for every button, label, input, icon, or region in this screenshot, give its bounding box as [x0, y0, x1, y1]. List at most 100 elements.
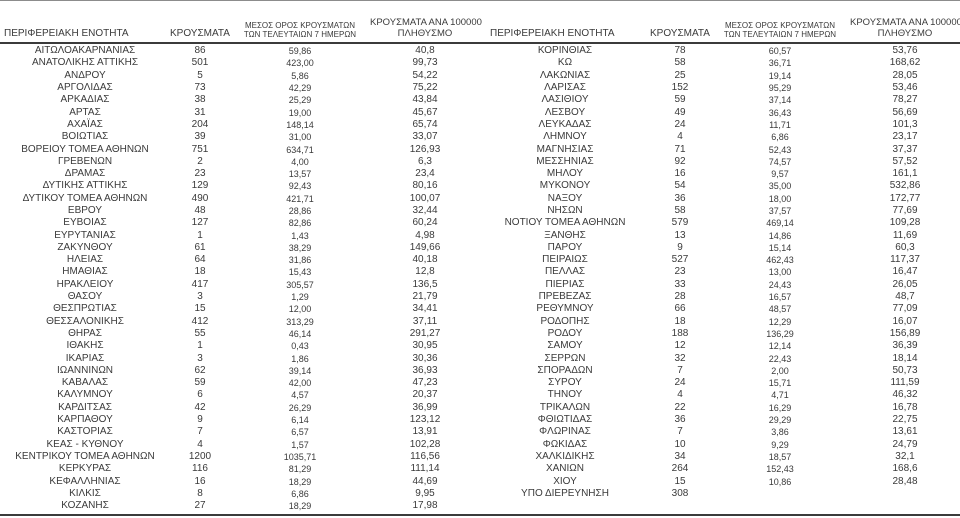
region-cell: ΛΑΡΙΣΑΣ	[544, 82, 586, 94]
per100k-cell: 60,24	[412, 217, 438, 229]
cases-cell: 16	[674, 168, 686, 180]
table-row: ΑΙΤΩΛΟΑΚΑΡΝΑΝΙΑΣ 86 59,86 40,8	[0, 45, 480, 57]
region-cell: ΘΕΣΣΑΛΟΝΙΚΗΣ	[46, 315, 124, 327]
cases-cell: 18	[194, 266, 206, 278]
table-row: ΘΗΡΑΣ 55 46,14 291,27	[0, 328, 480, 340]
cases-cell: 39	[194, 131, 206, 143]
cases-cell: 22	[674, 401, 686, 413]
avg7-cell: 1035,71	[283, 451, 317, 462]
table-row: ΘΑΣΟΥ 3 1,29 21,79	[0, 291, 480, 303]
header-divider	[0, 42, 960, 44]
avg7-cell: 24,43	[768, 279, 792, 290]
avg7-cell: 36,71	[768, 58, 792, 69]
per100k-cell: 37,37	[892, 143, 918, 155]
table-row: ΑΝΑΤΟΛΙΚΗΣ ΑΤΤΙΚΗΣ 501 423,00 99,73	[0, 57, 480, 69]
cases-cell: 23	[194, 168, 206, 180]
per100k-cell: 30,95	[412, 340, 438, 352]
cases-cell: 92	[674, 155, 686, 167]
table-row: ΧΑΝΙΩΝ 264 152,43 168,6	[480, 463, 960, 475]
table-row: ΕΥΡΥΤΑΝΙΑΣ 1 1,43 4,98	[0, 229, 480, 241]
avg7-cell: 19,00	[288, 107, 312, 118]
per100k-cell: 18,14	[892, 352, 918, 364]
cases-cell: 264	[671, 463, 689, 475]
per100k-cell: 101,3	[892, 118, 918, 130]
avg7-cell: 13,00	[768, 267, 792, 278]
table-row: ΣΥΡΟΥ 24 15,71 111,59	[480, 377, 960, 389]
col-header-avg7-line1: ΜΕΣΟΣ ΟΡΟΣ ΚΡΟΥΣΜΑΤΩΝ	[724, 21, 836, 30]
region-cell: ΝΑΞΟΥ	[547, 192, 583, 204]
cases-cell: 579	[671, 217, 689, 229]
table-row: ΠΙΕΡΙΑΣ 33 24,43 26,05	[480, 279, 960, 291]
per100k-cell: 136,5	[412, 278, 438, 290]
region-cell: ΦΘΙΩΤΙΔΑΣ	[537, 414, 593, 426]
region-cell: ΧΙΟΥ	[553, 475, 577, 487]
per100k-cell: 36,99	[412, 401, 438, 413]
avg7-cell: 39,14	[288, 365, 312, 376]
per100k-cell: 34,41	[412, 303, 438, 315]
cases-cell: 24	[674, 377, 686, 389]
avg7-cell: 95,29	[768, 83, 792, 94]
table-row: ΦΘΙΩΤΙΔΑΣ 36 29,29 22,75	[480, 414, 960, 426]
per100k-cell: 156,89	[889, 327, 921, 339]
avg7-cell: 10,86	[768, 476, 792, 487]
table-row: ΣΕΡΡΩΝ 32 22,43 18,14	[480, 352, 960, 364]
per100k-cell: 37,11	[412, 315, 438, 327]
per100k-cell: 60,3	[895, 241, 915, 253]
region-cell: ΚΟΡΙΝΘΙΑΣ	[537, 45, 593, 57]
per100k-cell: 168,62	[889, 57, 921, 69]
per100k-cell: 532,86	[889, 180, 921, 192]
cases-cell: 1200	[188, 450, 212, 462]
cases-cell: 36	[674, 192, 686, 204]
region-cell: ΚΕΑΣ - ΚΥΘΝΟΥ	[46, 438, 124, 450]
region-cell: ΔΡΑΜΑΣ	[64, 168, 106, 180]
per100k-cell: 36,39	[892, 340, 918, 352]
per100k-cell: 32,1	[895, 450, 915, 462]
per100k-cell: 30,36	[412, 352, 438, 364]
region-cell: ΡΟΔΟΥ	[547, 327, 583, 339]
avg7-cell: 1,29	[291, 292, 309, 303]
table-row: ΔΡΑΜΑΣ 23 13,57 23,4	[0, 168, 480, 180]
top-divider	[0, 0, 960, 1]
cases-cell: 7	[677, 364, 683, 376]
cases-cell: 12	[674, 340, 686, 352]
table-row: ΚΑΣΤΟΡΙΑΣ 7 6,57 13,91	[0, 426, 480, 438]
region-cell: ΚΑΡΠΑΘΟΥ	[57, 414, 113, 426]
avg7-cell: 60,57	[768, 46, 792, 57]
table-row: ΚΑΡΠΑΘΟΥ 9 6,14 123,12	[0, 414, 480, 426]
region-cell: ΚΙΛΚΙΣ	[69, 487, 101, 499]
avg7-cell: 74,57	[768, 156, 792, 167]
table-row: ΗΡΑΚΛΕΙΟΥ 417 305,57 136,5	[0, 279, 480, 291]
cases-cell: 9	[197, 414, 203, 426]
table-row: ΛΕΣΒΟΥ 49 36,43 56,69	[480, 106, 960, 118]
per100k-cell: 117,37	[890, 254, 920, 266]
region-cell: ΚΟΖΑΝΗΣ	[61, 500, 109, 512]
per100k-cell: 44,69	[412, 475, 438, 487]
table-row: ΙΚΑΡΙΑΣ 3 1,86 30,36	[0, 352, 480, 364]
table-row: ΜΥΚΟΝΟΥ 54 35,00 532,86	[480, 180, 960, 192]
region-cell: ΚΑΡΔΙΤΣΑΣ	[58, 401, 112, 413]
table-row: ΚΑΒΑΛΑΣ 59 42,00 47,23	[0, 377, 480, 389]
table-body: ΑΙΤΩΛΟΑΚΑΡΝΑΝΙΑΣ 86 59,86 40,8 ΑΝΑΤΟΛΙΚΗΣ ΑΤ…	[0, 45, 480, 512]
avg7-cell: 15,71	[768, 378, 792, 389]
cases-cell: 25	[674, 69, 686, 81]
region-cell: ΠΕΙΡΑΙΩΣ	[542, 254, 588, 266]
region-cell: ΗΡΑΚΛΕΙΟΥ	[56, 278, 114, 290]
cases-cell: 18	[674, 315, 686, 327]
table-row: ΛΗΜΝΟΥ 4 6,86 23,17	[480, 131, 960, 143]
cases-cell: 9	[677, 241, 683, 253]
per100k-cell: 111,14	[410, 463, 440, 475]
cases-cell: 8	[197, 487, 203, 499]
table-row: ΖΑΚΥΝΘΟΥ 61 38,29 149,66	[0, 242, 480, 254]
table-row: ΑΧΑΪΑΣ 204 148,14 65,74	[0, 119, 480, 131]
cases-cell: 10	[674, 438, 686, 450]
region-cell: ΔΥΤΙΚΟΥ ΤΟΜΕΑ ΑΘΗΝΩΝ	[22, 192, 148, 204]
region-cell: ΤΡΙΚΑΛΩΝ	[539, 401, 591, 413]
table-row: ΑΡΓΟΛΙΔΑΣ 73 42,29 75,22	[0, 82, 480, 94]
per100k-cell: 54,22	[412, 69, 438, 81]
avg7-cell: 12,00	[288, 304, 312, 315]
region-cell: ΑΡΓΟΛΙΔΑΣ	[57, 82, 113, 94]
avg7-cell: 136,29	[766, 328, 794, 339]
avg7-cell: 22,43	[768, 353, 792, 364]
avg7-cell: 16,29	[768, 402, 792, 413]
per100k-cell: 32,44	[412, 205, 438, 216]
